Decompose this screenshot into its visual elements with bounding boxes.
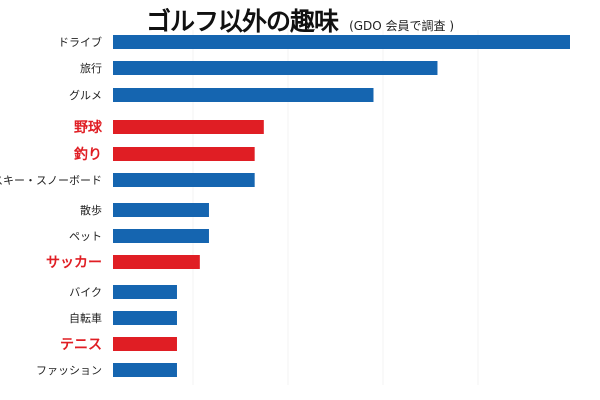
- chart-title-block: ゴルフ以外の趣味 (GDO 会員で調査 ): [0, 2, 600, 38]
- category-label: グルメ: [69, 88, 102, 102]
- category-label: スキー・スノーボード: [0, 174, 102, 187]
- category-label: 自転車: [69, 311, 102, 325]
- category-label: 散歩: [80, 203, 102, 217]
- chart-subtitle: (GDO 会員で調査 ): [349, 19, 455, 33]
- category-label: サッカー: [46, 255, 102, 271]
- category-label: テニス: [60, 337, 102, 353]
- bar-8: [113, 229, 209, 243]
- bar-6: [113, 173, 255, 187]
- category-label: バイク: [69, 286, 102, 299]
- bar-13: [113, 363, 177, 377]
- category-label: ペット: [69, 230, 102, 243]
- category-label: 野球: [74, 119, 103, 136]
- category-label: ファッション: [36, 364, 102, 377]
- bar-12: [113, 337, 177, 351]
- bar-7: [113, 203, 209, 217]
- category-label: ドライブ: [58, 35, 102, 49]
- bar-10: [113, 285, 177, 299]
- bar-2: [113, 61, 438, 75]
- bar-5: [113, 147, 255, 161]
- bar-3: [113, 88, 374, 102]
- category-label: 釣り: [74, 146, 102, 163]
- bar-4: [113, 120, 264, 134]
- chart-title: ゴルフ以外の趣味: [145, 7, 339, 36]
- bar-9: [113, 255, 200, 269]
- category-label: 旅行: [80, 61, 102, 75]
- bar-11: [113, 311, 177, 325]
- bar-1: [113, 35, 570, 49]
